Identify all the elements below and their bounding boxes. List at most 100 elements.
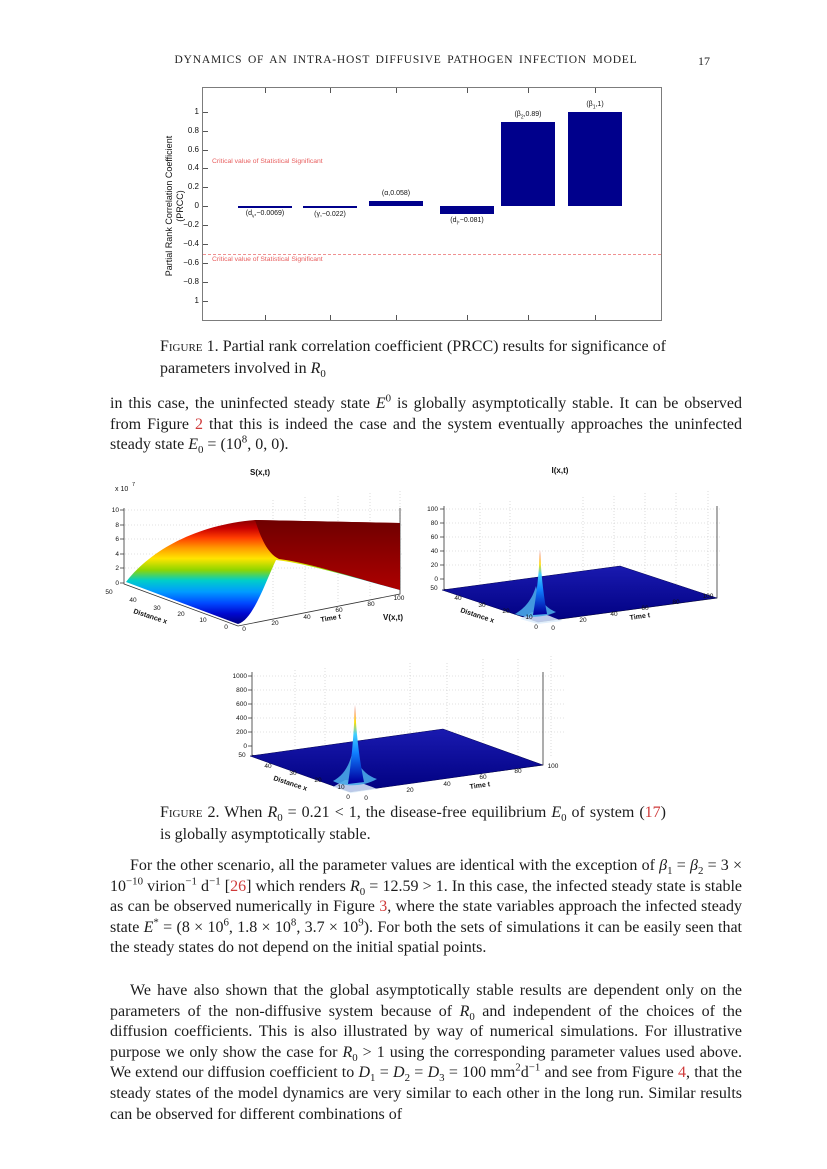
y-tick-mark bbox=[203, 301, 208, 303]
grid-lines bbox=[446, 489, 720, 612]
x-tick-mark-top bbox=[595, 88, 596, 93]
figure-2-caption: Figure 2. When R0 = 0.21 < 1, the diseas… bbox=[160, 804, 666, 843]
prcc-bar bbox=[369, 200, 423, 207]
svg-text:40: 40 bbox=[303, 614, 311, 621]
y-tick-label: 1 bbox=[194, 296, 199, 306]
x-tick-mark-bottom bbox=[330, 315, 331, 320]
ref-link[interactable]: 17 bbox=[644, 804, 661, 821]
running-title: DYNAMICS OF AN INTRA-HOST DIFFUSIVE PATH… bbox=[174, 54, 638, 66]
bar-value-label: (β1,1) bbox=[586, 100, 604, 111]
bar-value-label: (dv,−0.0069) bbox=[245, 210, 285, 220]
ref-link[interactable]: 4 bbox=[677, 1064, 686, 1082]
critical-value-line bbox=[203, 253, 661, 255]
svg-text:4: 4 bbox=[115, 551, 119, 558]
svg-text:0: 0 bbox=[115, 580, 119, 587]
bar-value-label: (β2,0.89) bbox=[514, 111, 542, 121]
svg-text:20: 20 bbox=[271, 620, 279, 627]
plot-title-V: V(x,t) bbox=[383, 613, 403, 622]
x-tick-mark-top bbox=[265, 88, 266, 93]
plot-title-S: S(x,t) bbox=[250, 468, 270, 477]
z-scale-exponent: 7 bbox=[132, 482, 135, 488]
svg-text:10: 10 bbox=[112, 507, 120, 514]
figure-1-caption: Figure 1. Partial rank correlation coeff… bbox=[160, 338, 666, 380]
svg-text:80: 80 bbox=[367, 601, 375, 608]
svg-text:60: 60 bbox=[641, 605, 649, 612]
svg-text:20: 20 bbox=[431, 562, 439, 569]
svg-text:0: 0 bbox=[243, 743, 247, 750]
svg-text:800: 800 bbox=[236, 687, 247, 694]
ref-link[interactable]: 3 bbox=[379, 898, 388, 916]
svg-text:100: 100 bbox=[427, 506, 438, 513]
svg-text:40: 40 bbox=[129, 597, 137, 604]
svg-text:200: 200 bbox=[236, 729, 247, 736]
svg-text:30: 30 bbox=[478, 602, 486, 609]
x-tick-mark-bottom bbox=[265, 315, 266, 320]
svg-text:30: 30 bbox=[289, 770, 297, 777]
svg-text:60: 60 bbox=[335, 607, 343, 614]
y-tick-mark bbox=[203, 111, 208, 113]
plot-title-I: I(x,t) bbox=[552, 466, 569, 475]
svg-text:30: 30 bbox=[153, 605, 161, 612]
svg-text:10: 10 bbox=[337, 784, 345, 791]
svg-text:8: 8 bbox=[115, 522, 119, 529]
paragraph-3: We have also shown that the global asymp… bbox=[110, 982, 743, 1123]
surface-plot-I: I(x,t) 100 80 60 40 20 0 50 40 30 20 10 … bbox=[427, 466, 720, 632]
surface-I bbox=[441, 550, 718, 624]
y-tick-mark bbox=[203, 187, 208, 189]
surface-V bbox=[249, 705, 544, 793]
surface-plot-S: S(x,t) x 10 7 10 8 6 4 2 0 50 40 30 20 1… bbox=[105, 468, 405, 633]
svg-text:10: 10 bbox=[525, 614, 533, 621]
svg-text:0: 0 bbox=[434, 576, 438, 583]
y-tick-label: −0.6 bbox=[183, 258, 199, 268]
y-tick-label: −0.2 bbox=[183, 220, 199, 230]
svg-text:20: 20 bbox=[406, 787, 414, 794]
svg-text:40: 40 bbox=[443, 781, 451, 788]
grid-lines bbox=[254, 655, 565, 778]
svg-text:100: 100 bbox=[394, 595, 405, 602]
bar-value-label: (γ,−0.022) bbox=[314, 211, 346, 219]
svg-text:50: 50 bbox=[430, 585, 438, 592]
y-tick-mark bbox=[203, 206, 208, 208]
ref-link[interactable]: 26 bbox=[230, 877, 247, 895]
page-number: 17 bbox=[698, 54, 710, 68]
tick-labels: V(x,t) 1000 800 600 400 200 0 50 40 30 2… bbox=[233, 613, 559, 802]
prcc-bar bbox=[303, 206, 357, 209]
y-tick-mark bbox=[203, 282, 208, 284]
svg-text:6: 6 bbox=[115, 536, 119, 543]
svg-text:0: 0 bbox=[242, 626, 246, 633]
svg-text:20: 20 bbox=[579, 617, 587, 624]
surface-S bbox=[126, 520, 400, 624]
svg-text:1000: 1000 bbox=[233, 673, 248, 680]
svg-text:60: 60 bbox=[431, 534, 439, 541]
critical-value-label-lower: Critical value of Statistical Significan… bbox=[212, 256, 323, 264]
y-tick-label: 0.6 bbox=[187, 144, 199, 154]
bar-value-label: (α,0.058) bbox=[381, 189, 411, 197]
y-tick-label: −0.4 bbox=[183, 239, 199, 249]
prcc-bar bbox=[440, 206, 494, 215]
svg-text:40: 40 bbox=[264, 763, 272, 770]
svg-text:100: 100 bbox=[703, 593, 714, 600]
x-tick-mark-bottom bbox=[528, 315, 529, 320]
ref-link[interactable]: 2 bbox=[195, 415, 203, 433]
svg-text:40: 40 bbox=[431, 548, 439, 555]
x-tick-mark-top bbox=[467, 88, 468, 93]
prcc-bar bbox=[568, 111, 622, 207]
y-tick-label: 0 bbox=[194, 201, 199, 211]
y-tick-label: 0.2 bbox=[187, 182, 199, 192]
y-tick-mark bbox=[203, 149, 208, 151]
x-tick-mark-top bbox=[528, 88, 529, 93]
critical-value-label-upper: Critical value of Statistical Significan… bbox=[212, 157, 323, 165]
z-scale-label: x 10 bbox=[115, 486, 128, 493]
x-tick-mark-bottom bbox=[396, 315, 397, 320]
svg-text:600: 600 bbox=[236, 701, 247, 708]
y-tick-label: 0.4 bbox=[187, 163, 199, 173]
x-tick-mark-top bbox=[396, 88, 397, 93]
svg-text:20: 20 bbox=[177, 611, 185, 618]
y-tick-label: 1 bbox=[194, 106, 199, 116]
x-axis-label-S: Distance x bbox=[132, 608, 168, 626]
x-axis-label-V: Distance x bbox=[272, 775, 308, 793]
svg-text:50: 50 bbox=[238, 752, 246, 759]
svg-text:0: 0 bbox=[551, 625, 555, 632]
figure-1: Partial Rank Correlation Coefficient (PR… bbox=[160, 84, 665, 330]
svg-text:0: 0 bbox=[346, 794, 350, 801]
